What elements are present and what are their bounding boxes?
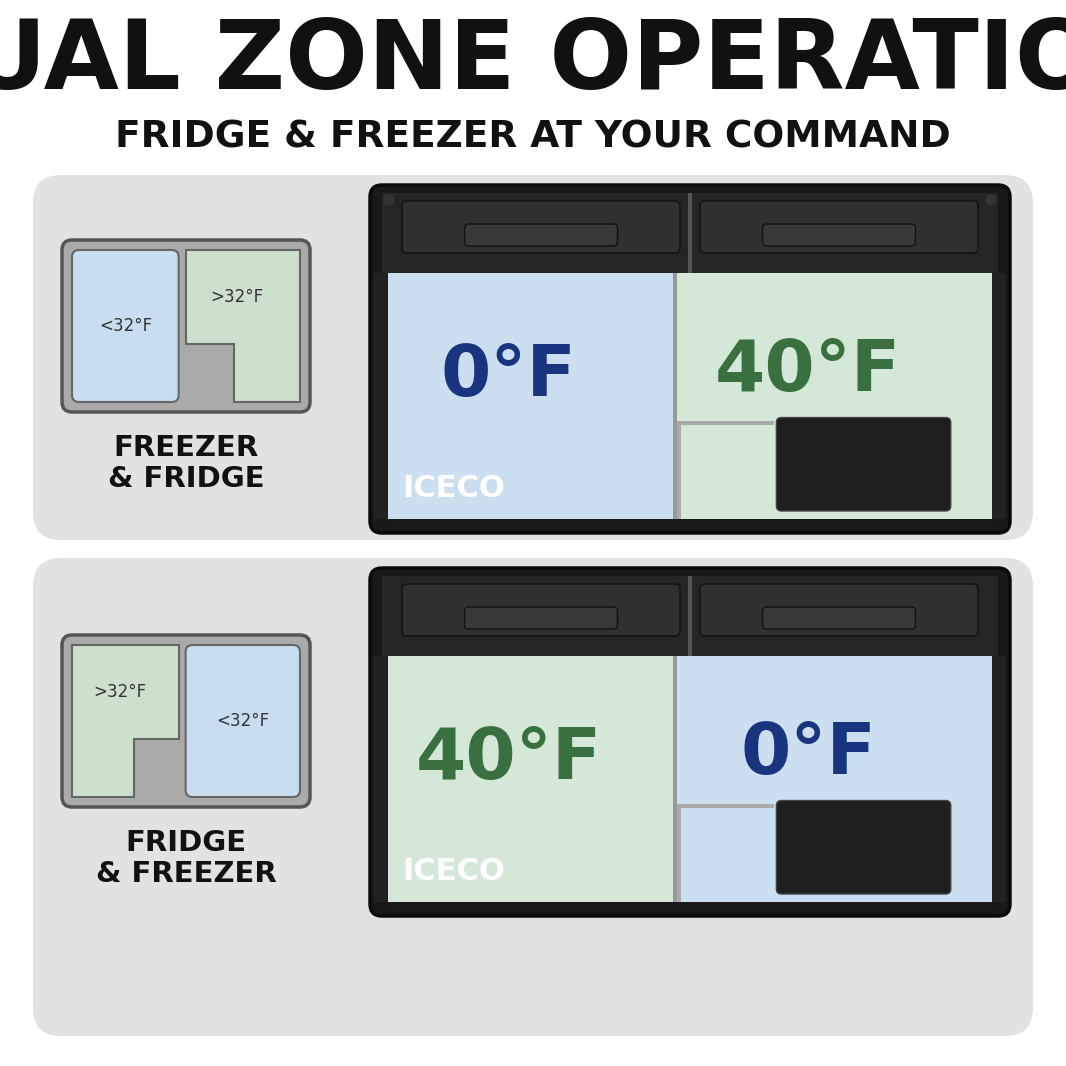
Bar [388,656,675,902]
Text: ICECO: ICECO [402,474,504,503]
Bar [673,273,677,519]
Bar [677,424,681,519]
Text: 0°F: 0°F [440,342,577,410]
FancyBboxPatch shape [62,240,310,411]
FancyBboxPatch shape [465,607,617,629]
Bar [992,273,1006,519]
Text: DUAL ZONE OPERATION: DUAL ZONE OPERATION [0,16,1066,109]
Circle shape [384,195,394,205]
FancyBboxPatch shape [370,185,1010,533]
FancyBboxPatch shape [62,635,310,807]
Bar [675,273,992,519]
Text: <32°F: <32°F [216,712,270,730]
Bar [673,656,677,902]
Text: 40°F: 40°F [416,725,601,794]
Text: ICECO: ICECO [402,857,504,886]
Circle shape [986,195,996,205]
Bar [374,273,388,519]
Text: FRIDGE
& FREEZER: FRIDGE & FREEZER [96,829,276,888]
Bar [388,273,675,519]
Bar [374,656,388,902]
Bar [677,804,774,808]
FancyBboxPatch shape [185,645,300,797]
FancyBboxPatch shape [762,224,916,246]
Bar [677,421,774,424]
FancyBboxPatch shape [465,224,617,246]
Bar [675,656,992,902]
Bar [688,576,692,656]
FancyBboxPatch shape [402,584,680,636]
FancyBboxPatch shape [370,568,1010,916]
FancyBboxPatch shape [33,175,1033,540]
Bar [388,519,992,529]
Text: 0°F: 0°F [740,720,876,789]
Bar [688,193,692,273]
FancyBboxPatch shape [762,607,916,629]
FancyBboxPatch shape [402,201,680,253]
Polygon shape [185,251,300,402]
Text: <32°F: <32°F [99,317,151,335]
Text: >32°F: >32°F [94,683,146,701]
FancyBboxPatch shape [700,201,978,253]
Text: FREEZER
& FRIDGE: FREEZER & FRIDGE [108,434,264,494]
Bar [382,576,998,656]
FancyBboxPatch shape [776,801,951,894]
Polygon shape [72,645,179,797]
FancyBboxPatch shape [700,584,978,636]
Text: >32°F: >32°F [211,288,263,306]
Bar [382,193,998,273]
Bar [677,808,681,902]
Text: 40°F: 40°F [715,337,901,406]
FancyBboxPatch shape [33,558,1033,1036]
FancyBboxPatch shape [72,251,179,402]
Bar [992,656,1006,902]
FancyBboxPatch shape [776,418,951,511]
Text: FRIDGE & FREEZER AT YOUR COMMAND: FRIDGE & FREEZER AT YOUR COMMAND [115,120,951,156]
Bar [388,902,992,912]
